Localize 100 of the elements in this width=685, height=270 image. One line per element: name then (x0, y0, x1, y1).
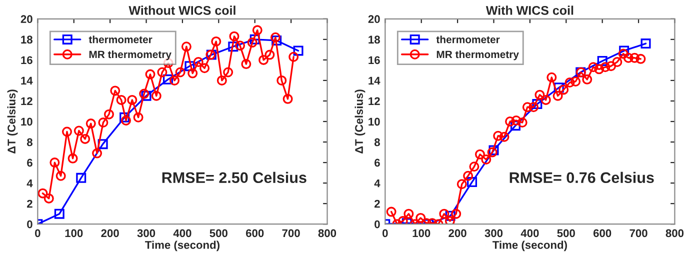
point (98, 139, 108, 150)
point (235, 40, 246, 51)
point (56, 170, 66, 181)
point (597, 56, 608, 66)
point (404, 208, 414, 219)
point (104, 109, 114, 120)
point (133, 112, 144, 122)
y-tick-label: 10 (368, 118, 380, 126)
y-tick-label: 14 (21, 76, 33, 84)
annotation: RMSE= 0.76 Celsius (510, 172, 654, 184)
point (86, 118, 96, 129)
point (68, 153, 78, 164)
point (451, 208, 462, 219)
annotation: RMSE= 2.50 Celsius (162, 172, 306, 184)
x-tick-label: 800 (666, 229, 684, 238)
point (92, 148, 102, 158)
point (120, 115, 131, 126)
point (74, 126, 84, 136)
point (517, 118, 528, 128)
point (162, 74, 173, 84)
point (570, 76, 581, 86)
point (50, 158, 60, 168)
point (546, 72, 557, 82)
y-tick-label: 16 (368, 56, 380, 64)
point (216, 75, 227, 86)
x-tick-label: 200 (101, 229, 119, 238)
point (612, 56, 622, 67)
point (288, 52, 299, 62)
point (554, 82, 564, 93)
point (481, 154, 492, 164)
point (200, 63, 210, 74)
y-tick-label: 6 (374, 158, 380, 167)
point (636, 54, 646, 64)
point (264, 50, 275, 60)
point (127, 94, 138, 105)
y-tick-label: 16 (21, 56, 32, 64)
point (594, 64, 604, 74)
point (619, 46, 630, 56)
point (258, 54, 269, 65)
legend-label: thermometer (436, 36, 500, 44)
point (193, 56, 204, 67)
point (80, 134, 90, 144)
point (247, 37, 258, 48)
point (469, 162, 480, 172)
chart-title: Without WICS coil (128, 6, 236, 15)
point (228, 42, 238, 52)
point (445, 210, 456, 221)
point (456, 179, 467, 190)
y-tick-label: 20 (20, 15, 32, 24)
point (528, 102, 539, 112)
y-tick-label: 2 (27, 200, 32, 208)
x-axis-title: Time (second) (145, 240, 220, 252)
y-tick-label: 14 (368, 76, 380, 84)
y-tick-label: 0 (374, 220, 380, 228)
point (181, 42, 192, 52)
point (76, 172, 86, 183)
point (588, 62, 598, 72)
y-tick-label: 2 (374, 200, 380, 208)
x-tick-label: 200 (448, 229, 466, 238)
y-tick-label: 0 (27, 220, 32, 228)
y-tick-label: 8 (26, 138, 32, 146)
point (229, 31, 240, 42)
point (184, 61, 195, 72)
y-tick-label: 18 (21, 36, 32, 44)
y-tick-label: 12 (368, 97, 380, 106)
point (522, 102, 532, 112)
point (463, 170, 474, 181)
y-tick-label: 8 (374, 138, 380, 146)
chart-title: With WICS coil (486, 6, 574, 15)
y-axis-title: ΔT (Celsius) (7, 90, 18, 154)
point (270, 32, 280, 42)
x-tick-label: 600 (593, 229, 612, 238)
point (398, 216, 408, 224)
legend-label: thermometer (88, 36, 152, 44)
point (110, 86, 120, 96)
point (582, 74, 592, 84)
x-tick-label: 0 (382, 229, 388, 238)
point (151, 90, 162, 101)
x-tick-label: 0 (35, 229, 40, 238)
y-axis-title: ΔT (Celsius) (354, 90, 366, 154)
point (188, 68, 198, 78)
point (439, 208, 450, 219)
point (600, 62, 610, 72)
y-tick-label: 4 (26, 179, 33, 188)
point (169, 75, 180, 86)
point (276, 75, 287, 86)
y-tick-label: 4 (374, 179, 380, 188)
point (98, 118, 108, 128)
x-tick-label: 400 (173, 229, 192, 238)
point (282, 94, 293, 104)
point (54, 208, 64, 219)
x-tick-label: 300 (137, 229, 156, 238)
x-tick-label: 700 (282, 229, 300, 238)
point (38, 188, 48, 198)
point (241, 59, 252, 70)
point (157, 67, 168, 78)
x-tick-label: 500 (210, 229, 228, 238)
point (416, 212, 426, 223)
point (62, 126, 72, 137)
point (44, 193, 54, 204)
